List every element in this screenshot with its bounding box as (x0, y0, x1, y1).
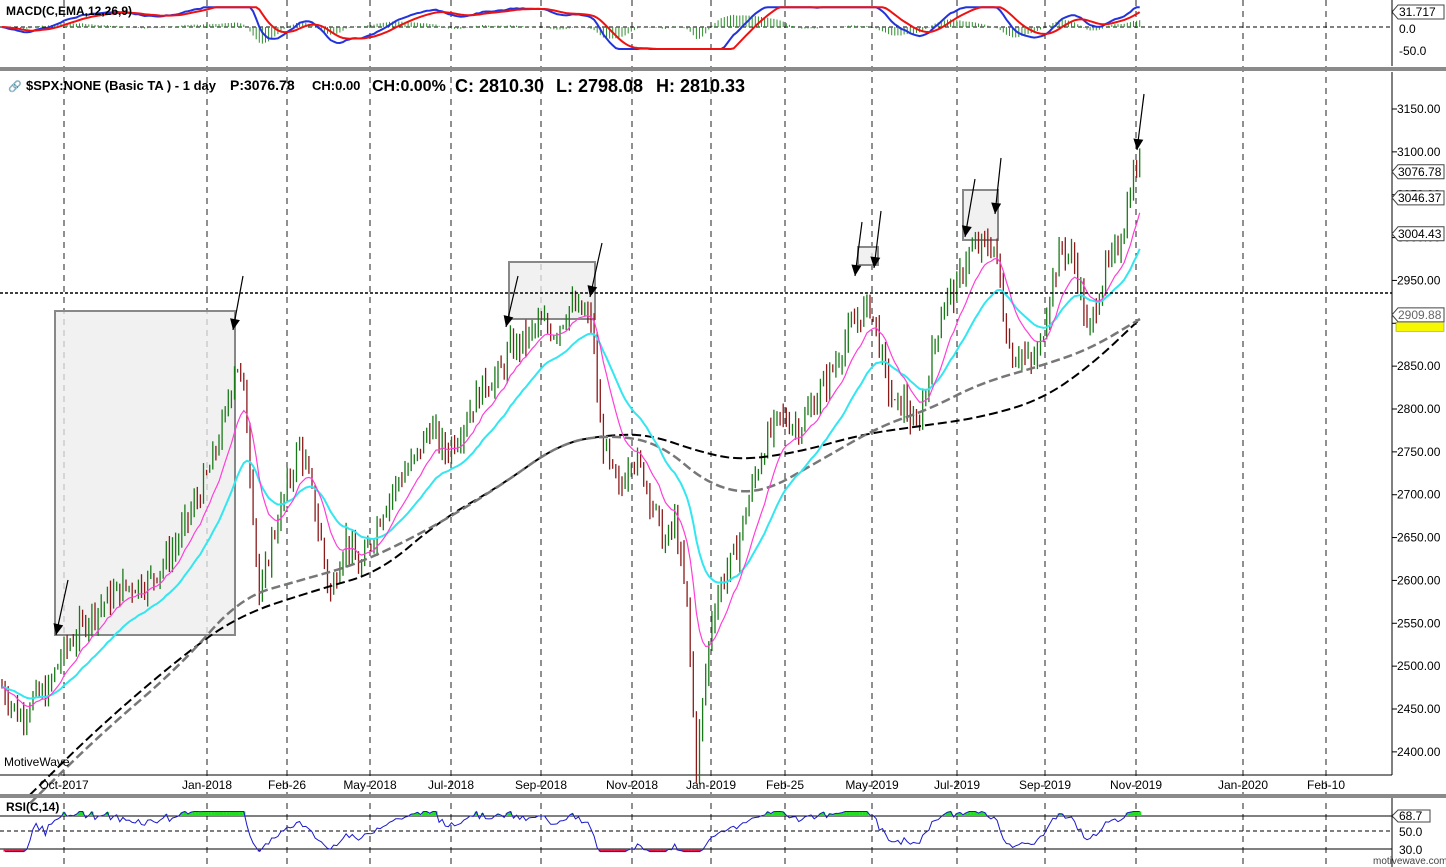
moving-average-cyan (1, 248, 1141, 700)
date-tick-label: Jul-2018 (428, 778, 474, 792)
price-tag-label: 2909.88 (1398, 308, 1442, 322)
readout-close: C: 2810.30 (455, 76, 544, 96)
date-tick-label: May-2019 (845, 778, 899, 792)
rsi-label: RSI(C,14) (6, 800, 59, 814)
macd-signal-line (1, 6, 1141, 50)
arrow-annotation (53, 579, 69, 636)
price-tick-label: 2700.00 (1397, 488, 1441, 502)
price-tag: 3046.37 (1391, 190, 1445, 206)
macd-line (1, 6, 1140, 50)
watermark: MotiveWave (4, 755, 70, 769)
chart-title: $SPX:NONE (Basic TA ) - 1 day (26, 78, 217, 93)
footer-brand: motivewave.com (1373, 856, 1446, 867)
date-tick-label: Oct-2017 (39, 778, 89, 792)
readout-low: L: 2798.08 (556, 76, 643, 96)
date-axis: Oct-2017 Jan-2018 Feb-26 May-2018 Jul-2018 Se… (39, 778, 1345, 792)
arrow-annotation (1133, 93, 1145, 151)
date-tick-label: May-2018 (343, 778, 397, 792)
price-tick-label: 3100.00 (1397, 145, 1441, 159)
consolidation-boxes (54, 189, 999, 636)
moving-average-200-black (29, 318, 1141, 796)
date-tick-label: Jul-2019 (934, 778, 980, 792)
date-tick-label: Jan-2019 (686, 778, 736, 792)
arrow-annotation (961, 178, 976, 238)
macd-axis-label: 0.0 (1399, 22, 1416, 36)
moving-average-magenta (1, 212, 1141, 708)
price-tick-label: 2850.00 (1397, 359, 1441, 373)
date-tick-label: Jan-2020 (1218, 778, 1268, 792)
price-tag-label: 3004.43 (1398, 227, 1442, 241)
rsi-panel: RSI(C,14) 68.7 50.0 30.0 motivewave.com (0, 798, 1446, 867)
chart-header: 🔗 $SPX:NONE (Basic TA ) - 1 day P:3076.7… (8, 76, 745, 96)
date-tick-label: Jan-2018 (182, 778, 232, 792)
price-tag: 3004.43 (1391, 226, 1445, 242)
svg-text:30.0: 30.0 (1399, 843, 1423, 857)
price-tick-label: 2600.00 (1397, 573, 1441, 587)
svg-text:68.7: 68.7 (1399, 809, 1423, 823)
macd-panel: MACD(C,EMA,12,26,9) 31.717 0.0 -50.0 (0, 0, 1445, 66)
date-tick-label: Sep-2018 (515, 778, 567, 792)
readout-high: H: 2810.33 (656, 76, 745, 96)
price-tag: 2909.88 (1391, 307, 1445, 323)
arrow-annotation (991, 157, 1002, 215)
readout-price: P:3076.78 (230, 77, 295, 93)
date-tick-label: Feb-25 (766, 778, 804, 792)
moving-average-gray (29, 317, 1141, 805)
arrow-annotation (587, 242, 603, 298)
price-tick-label: 2550.00 (1397, 616, 1441, 630)
date-tick-label: Feb-26 (268, 778, 306, 792)
rsi-axis-label: 68.7 (1391, 809, 1431, 823)
arrow-annotation (851, 221, 863, 277)
price-tick-label: 2450.00 (1397, 702, 1441, 716)
date-tick-label: Nov-2018 (606, 778, 658, 792)
date-tick-label: Feb-10 (1307, 778, 1345, 792)
date-tick-label: Nov-2019 (1110, 778, 1162, 792)
annotation-arrows (53, 93, 1145, 636)
svg-text:31.717: 31.717 (1399, 5, 1436, 19)
price-tick-label: 2950.00 (1397, 273, 1441, 287)
date-tick-label: Sep-2019 (1019, 778, 1071, 792)
rsi-axis-label: 50.0 (1399, 825, 1423, 839)
arrow-annotation (870, 210, 882, 269)
price-tags: 3076.78 3046.37 3004.43 2909.88 (1391, 164, 1445, 332)
macd-axis-label: 31.717 (1391, 4, 1445, 20)
price-panel: 3150.003100.003050.003000.002950.002900.… (0, 72, 1445, 805)
level-marker (1395, 322, 1445, 332)
svg-text:50.0: 50.0 (1399, 825, 1423, 839)
price-tag-label: 3076.78 (1398, 165, 1442, 179)
svg-text:0.0: 0.0 (1399, 22, 1416, 36)
price-tick-label: 2800.00 (1397, 402, 1441, 416)
arrow-annotation (503, 275, 519, 328)
readout-change: CH:0.00 (312, 78, 360, 93)
link-icon[interactable]: 🔗 (8, 79, 22, 93)
price-tick-label: 3150.00 (1397, 102, 1441, 116)
price-tick-label: 2500.00 (1397, 659, 1441, 673)
rsi-axis-label: 30.0 (1399, 843, 1423, 857)
svg-text:-50.0: -50.0 (1399, 44, 1427, 58)
rsi-line (5, 810, 1140, 853)
macd-label: MACD(C,EMA,12,26,9) (6, 4, 132, 18)
macd-axis-label: -50.0 (1399, 44, 1427, 58)
price-tick-label: 2650.00 (1397, 531, 1441, 545)
price-tick-label: 2400.00 (1397, 745, 1441, 759)
arrow-annotation (230, 275, 244, 331)
price-tag-label: 3046.37 (1398, 191, 1442, 205)
readout-change-pct: CH:0.00% (372, 78, 446, 95)
price-tag: 3076.78 (1391, 164, 1445, 180)
price-tick-label: 2750.00 (1397, 445, 1441, 459)
